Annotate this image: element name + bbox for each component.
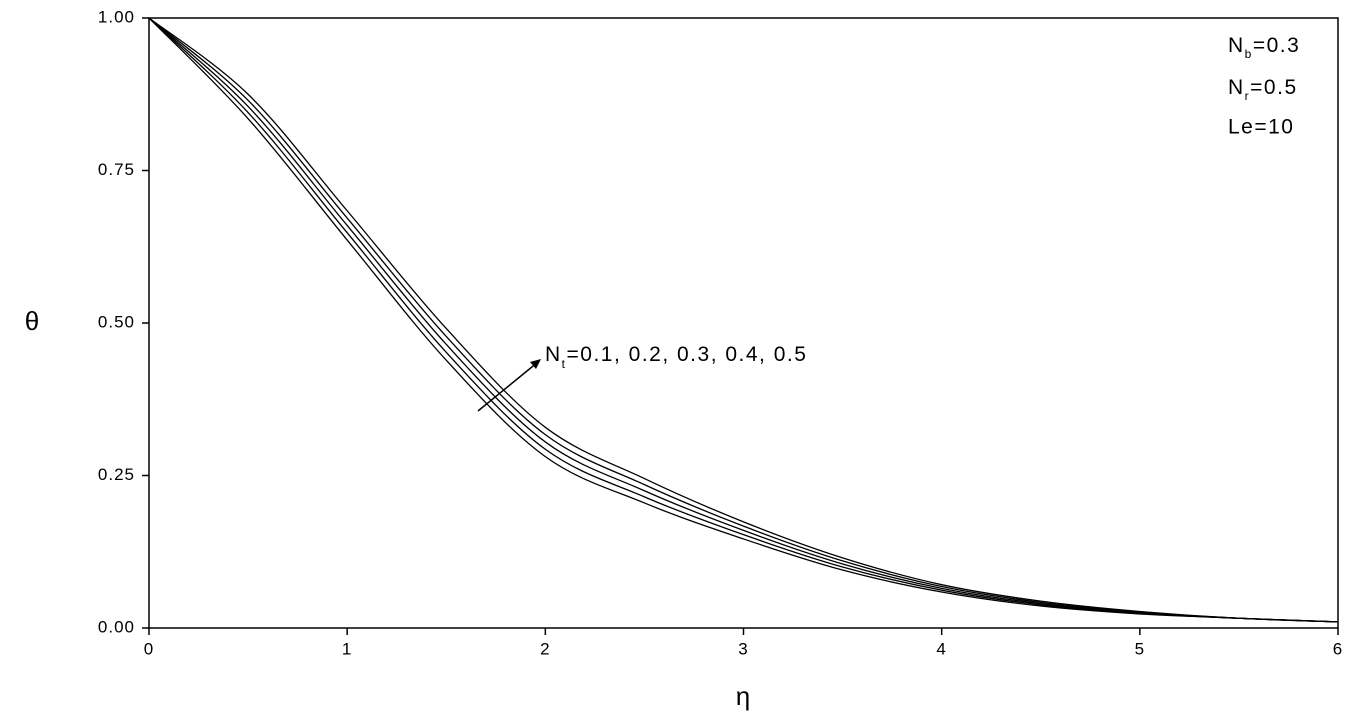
- annotation-main: N: [545, 343, 562, 366]
- plot-frame: [148, 17, 1339, 629]
- x-tick-label: 0: [144, 639, 154, 658]
- arrow: [477, 361, 539, 412]
- annotation-rest: =0.1, 0.2, 0.3, 0.4, 0.5: [567, 343, 808, 366]
- annotation-sub: b: [1245, 47, 1253, 61]
- x-axis-label: η: [736, 681, 750, 711]
- line-series: [148, 17, 1339, 623]
- line-series: [148, 17, 1339, 623]
- x-tick-label: 3: [738, 639, 748, 658]
- x-tick-label: 4: [936, 639, 946, 658]
- y-tick-label: 0.75: [98, 160, 135, 179]
- annotation-rest: =0.5: [1250, 76, 1297, 99]
- x-tick-label: 6: [1333, 639, 1343, 658]
- annotation-rest: =0.3: [1253, 34, 1300, 57]
- y-tick-label: 0.00: [98, 617, 135, 636]
- annotation: Nt=0.1, 0.2, 0.3, 0.4, 0.5: [545, 343, 807, 372]
- x-tick-label: 1: [342, 639, 352, 658]
- line-series: [148, 17, 1339, 623]
- line-series: [148, 17, 1339, 623]
- line-series: [148, 17, 1339, 623]
- annotation-sub: r: [1245, 89, 1251, 103]
- y-tick-label: 0.25: [98, 465, 135, 484]
- x-tick-label: 5: [1135, 639, 1145, 658]
- annotation: Nr=0.5: [1228, 76, 1298, 104]
- y-tick-label: 1.00: [98, 7, 135, 26]
- annotation: Le=10: [1228, 116, 1294, 139]
- arrow-head: [530, 359, 541, 369]
- annotation-sub: t: [562, 357, 567, 371]
- annotation: Nb=0.3: [1228, 34, 1300, 62]
- y-tick-label: 0.50: [98, 312, 135, 331]
- annotation-main: N: [1228, 34, 1245, 57]
- annotation-main: N: [1228, 76, 1245, 99]
- y-axis-label: θ: [25, 306, 39, 336]
- x-tick-label: 2: [540, 639, 550, 658]
